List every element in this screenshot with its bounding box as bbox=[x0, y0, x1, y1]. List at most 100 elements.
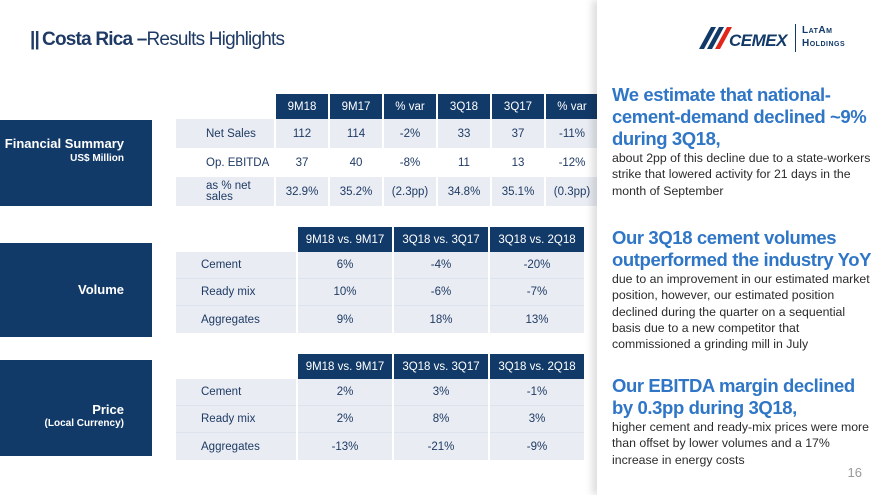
cell: 35.1% bbox=[492, 177, 544, 206]
cell: -13% bbox=[298, 433, 392, 460]
cell: 8% bbox=[394, 406, 488, 433]
table-row: Aggregates -13% -21% -9% bbox=[176, 433, 584, 460]
highlight-headline: Our 3Q18 cement volumes outperformed the… bbox=[612, 227, 872, 270]
financial-summary-tab: Financial Summary US$ Million bbox=[0, 120, 152, 206]
cell: 2% bbox=[298, 379, 392, 406]
row-label: as % net sales bbox=[176, 177, 274, 206]
financial-summary-label: Financial Summary bbox=[4, 136, 124, 151]
cell: 112 bbox=[276, 119, 328, 148]
table-row: Aggregates 9% 18% 13% bbox=[176, 306, 584, 333]
col-header: 3Q18 vs. 3Q17 bbox=[394, 227, 488, 252]
col-header: 3Q18 vs. 2Q18 bbox=[490, 354, 584, 379]
highlight-3: Our EBITDA margin declined by 0.3pp duri… bbox=[612, 375, 874, 468]
cell: 37 bbox=[492, 119, 544, 148]
col-header: % var bbox=[546, 94, 598, 119]
volume-label: Volume bbox=[78, 282, 124, 297]
cemex-mark-icon bbox=[699, 27, 732, 49]
cell: 3% bbox=[394, 379, 488, 406]
volume-table: 9M18 vs. 9M17 3Q18 vs. 3Q17 3Q18 vs. 2Q1… bbox=[174, 227, 586, 333]
page-title: || Costa Rica –Results Highlights bbox=[30, 29, 285, 51]
logo-divider bbox=[795, 24, 796, 52]
cell: -1% bbox=[490, 379, 584, 406]
cemex-wordmark: CEMEX bbox=[729, 31, 787, 50]
title-bars: || bbox=[30, 29, 40, 50]
cell: 2% bbox=[298, 406, 392, 433]
cemex-logo: CEMEX LatAm Holdings bbox=[699, 22, 869, 54]
cell: 6% bbox=[298, 252, 392, 279]
header-spacer bbox=[176, 354, 296, 379]
row-label: Op. EBITDA bbox=[206, 156, 270, 169]
row-label: Ready mix bbox=[176, 279, 296, 306]
cell: 33 bbox=[438, 119, 490, 148]
cell: 37 bbox=[295, 156, 309, 169]
col-header: 9M18 bbox=[276, 94, 328, 119]
table-row: Cement 2% 3% -1% bbox=[176, 379, 584, 406]
highlight-body: higher cement and ready-mix prices were … bbox=[612, 420, 869, 467]
cell: 9% bbox=[298, 306, 392, 333]
highlight-1: We estimate that national-cement-demand … bbox=[612, 84, 874, 199]
table-row: Op. EBITDA 37 40 -8% 11 13 -12% bbox=[176, 148, 598, 177]
cell: -2% bbox=[384, 119, 436, 148]
row-label: Aggregates bbox=[176, 433, 296, 460]
col-header: % var bbox=[384, 94, 436, 119]
row-label: Cement bbox=[176, 252, 296, 279]
cell: 35.2% bbox=[330, 177, 382, 206]
cell: 114 bbox=[330, 119, 382, 148]
table-row: Net Sales 112 114 -2% 33 37 -11% bbox=[176, 119, 598, 148]
highlight-body: due to an improvement in our estimated m… bbox=[612, 272, 870, 352]
cell: (2.3pp) bbox=[384, 177, 436, 206]
cell: 13 bbox=[511, 156, 525, 169]
row-label: Aggregates bbox=[176, 306, 296, 333]
cell: -11% bbox=[546, 119, 598, 148]
cell: -4% bbox=[394, 252, 488, 279]
volume-tab: Volume bbox=[0, 243, 152, 337]
cell: -20% bbox=[490, 252, 584, 279]
col-header: 9M18 vs. 9M17 bbox=[298, 227, 392, 252]
table-row: Ready mix 10% -6% -7% bbox=[176, 279, 584, 306]
price-currency: (Local Currency) bbox=[44, 418, 124, 429]
col-header: 3Q18 bbox=[438, 94, 490, 119]
cell: -7% bbox=[490, 279, 584, 306]
cell: -6% bbox=[394, 279, 488, 306]
price-table: 9M18 vs. 9M17 3Q18 vs. 3Q17 3Q18 vs. 2Q1… bbox=[174, 354, 586, 460]
price-tab: Price (Local Currency) bbox=[0, 360, 152, 456]
row-label: Cement bbox=[176, 379, 296, 406]
col-header: 3Q18 vs. 3Q17 bbox=[394, 354, 488, 379]
table-row: Cement 6% -4% -20% bbox=[176, 252, 584, 279]
col-header: 3Q17 bbox=[492, 94, 544, 119]
page-number: 16 bbox=[847, 465, 862, 480]
cell: -21% bbox=[394, 433, 488, 460]
cell: 34.8% bbox=[438, 177, 490, 206]
highlight-headline: Our EBITDA margin declined by 0.3pp duri… bbox=[612, 375, 855, 418]
row-label: Net Sales bbox=[176, 119, 274, 148]
financial-summary-table: 9M18 9M17 % var 3Q18 3Q17 % var Net Sale… bbox=[174, 94, 600, 206]
cell: (0.3pp) bbox=[546, 177, 598, 206]
col-header: 9M18 vs. 9M17 bbox=[298, 354, 392, 379]
cell: 18% bbox=[394, 306, 488, 333]
logo-latam: LatAm bbox=[802, 25, 833, 36]
price-label: Price bbox=[92, 402, 124, 417]
highlight-body: about 2pp of this decline due to a state… bbox=[612, 151, 871, 198]
highlights-panel: CEMEX LatAm Holdings We estimate that na… bbox=[597, 0, 880, 495]
cell: 11 bbox=[458, 156, 470, 169]
cell: 13% bbox=[490, 306, 584, 333]
highlight-2: Our 3Q18 cement volumes outperformed the… bbox=[612, 227, 876, 352]
title-rest: Results Highlights bbox=[146, 29, 285, 50]
cell: 40 bbox=[349, 156, 363, 169]
col-header: 3Q18 vs. 2Q18 bbox=[490, 227, 584, 252]
cell: 10% bbox=[298, 279, 392, 306]
title-dash: – bbox=[136, 29, 148, 50]
header-spacer bbox=[176, 94, 274, 119]
financial-summary-unit: US$ Million bbox=[70, 153, 124, 164]
cell: -8% bbox=[399, 156, 421, 169]
header-spacer bbox=[176, 227, 296, 252]
cell: 3% bbox=[490, 406, 584, 433]
table-row: Ready mix 2% 8% 3% bbox=[176, 406, 584, 433]
title-country: Costa Rica bbox=[42, 29, 133, 50]
cell: -9% bbox=[490, 433, 584, 460]
col-header: 9M17 bbox=[330, 94, 382, 119]
cell: 32.9% bbox=[276, 177, 328, 206]
logo-holdings: Holdings bbox=[802, 38, 846, 49]
row-label: Ready mix bbox=[176, 406, 296, 433]
highlight-headline: We estimate that national-cement-demand … bbox=[612, 84, 867, 149]
